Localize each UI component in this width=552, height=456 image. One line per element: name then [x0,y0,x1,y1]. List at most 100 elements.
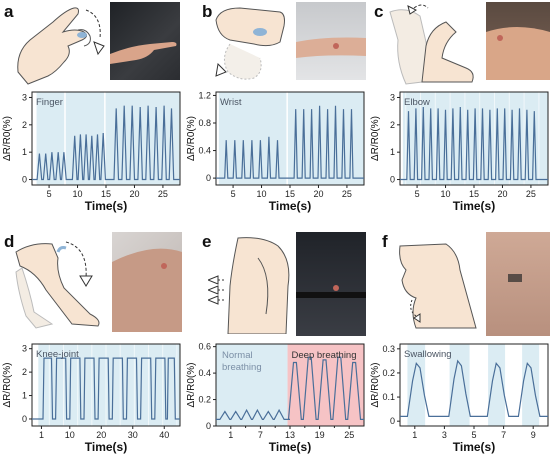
x-tick-label: 5 [231,189,236,199]
shade-band [407,344,426,426]
x-tick-label: 5 [47,189,52,199]
chart-a: 0 1 2 3 5 10 15 20 25 Time(s) ΔR/R0(%) Finger [2,91,181,213]
y-axis-label: ΔR/R0(%) [186,362,197,407]
y-axis-label: ΔR/R0(%) [2,116,13,161]
x-tick-label: 1 [228,430,233,440]
y-tick-label: 0 [22,175,27,185]
chest-photo [296,232,366,336]
x-tick-label: 20 [96,430,106,440]
y-tick-label: 0.1 [382,392,395,402]
knee-photo [112,232,182,332]
x-tick-label: 25 [158,189,168,199]
y-tick-label: 0 [390,175,395,185]
series-tag: Wrist [220,97,242,108]
x-tick-label: 25 [526,189,536,199]
y-axis-label: ΔR/R0(%) [2,362,13,407]
y-tick-label: 1 [22,391,27,401]
x-tick-label: 15 [101,189,111,199]
knee-photo-content [112,248,182,332]
series-tag: Finger [36,97,63,108]
throat-photo-content [508,274,522,282]
y-tick-label: 0 [390,416,395,426]
wrist-bending-illustration [215,7,285,80]
y-tick-label: 0.4 [198,146,211,156]
x-tick-label: 20 [497,189,507,199]
series-tag: Elbow [404,97,430,108]
plot-frame [31,343,181,427]
panel-letter: a [4,2,14,21]
series-tag: Swallowing [404,349,452,360]
y-tick-label: 1 [390,147,395,157]
shade-band [448,344,470,426]
wrist-photo [296,2,366,80]
x-tick-label: 13 [285,430,295,440]
elbow-photo [486,2,550,80]
panel-e: e 0 0.2 0.4 0.6 1 7 13 19 25 Time(s) ΔR/R0(%) Norma… [184,228,368,456]
x-tick-label: 7 [258,430,263,440]
x-axis-label: Time(s) [453,199,495,213]
x-tick-label: 15 [469,189,479,199]
x-tick-label: 10 [257,189,267,199]
panel-letter: e [202,232,212,251]
x-axis-label: Time(s) [85,199,127,213]
x-tick-label: 19 [315,430,325,440]
series-tag: Normal [222,350,253,361]
x-tick-label: 25 [342,189,352,199]
x-tick-label: 30 [128,430,138,440]
y-axis-label: ΔR/R0(%) [186,116,197,161]
finger-bending-illustration [17,7,105,85]
panel-letter: c [374,2,384,21]
data-series-line [400,359,548,417]
x-tick-label: 1 [39,430,44,440]
series-tag-2: Deep breathing [292,350,357,361]
y-tick-label: 0.6 [198,342,211,352]
panel-letter: f [382,232,388,251]
panel-letter: d [4,232,15,251]
panel-d: d 0 1 2 3 1 10 20 30 40 Time(s) ΔR/R0(%) Knee-joint [0,228,184,456]
x-tick-label: 5 [415,189,420,199]
panel-a: a 0 1 2 3 5 10 15 20 25 Time(s) ΔR/R0(%) Finger [0,0,184,215]
data-series-line [216,105,364,179]
y-tick-label: 0.4 [198,368,211,378]
chart-d: 0 1 2 3 1 10 20 30 40 Time(s) ΔR/R0(%) Knee-joint [2,343,181,454]
x-tick-label: 15 [285,189,295,199]
elbow-photo-content [486,27,550,80]
throat-photo [486,232,550,336]
y-tick-label: 0.8 [198,118,211,128]
x-tick-label: 5 [471,430,476,440]
y-tick-label: 2 [390,120,395,130]
x-axis-label: Time(s) [453,440,495,454]
y-tick-label: 0.2 [198,395,211,405]
chest-breathing-illustration [208,237,290,334]
knee-bending-illustration [15,241,100,329]
y-tick-label: 0 [206,173,211,183]
y-tick-label: 2 [22,120,27,130]
y-tick-label: 3 [22,344,27,354]
x-tick-label: 3 [442,430,447,440]
y-tick-label: 0.3 [382,344,395,354]
x-axis-label: Time(s) [269,199,311,213]
x-tick-label: 10 [73,189,83,199]
x-axis-label: Time(s) [85,440,127,454]
panel-letter: b [202,2,213,21]
x-axis-label: Time(s) [269,440,311,454]
data-series-line [216,356,364,420]
x-tick-label: 25 [344,430,354,440]
throat-swallowing-illustration [399,243,477,329]
panel-f: f 0 0.1 0.2 0.3 1 3 5 7 9 Time(s) ΔR/R0(%) Swallowi… [368,228,552,456]
series-tag: breathing [222,362,262,373]
x-tick-label: 10 [65,430,75,440]
panel-c: c 0 1 2 3 5 10 15 20 25 Time(s) ΔR/R0(%) Elbow [368,0,552,215]
y-tick-label: 3 [390,92,395,102]
y-tick-label: 0 [22,414,27,424]
shade-band [487,344,506,426]
x-tick-label: 1 [412,430,417,440]
y-tick-label: 0 [206,421,211,431]
y-axis-label: ΔR/R0(%) [370,116,381,161]
chart-c: 0 1 2 3 5 10 15 20 25 Time(s) ΔR/R0(%) Elbow [370,91,549,213]
data-series-line [32,105,180,181]
x-tick-label: 9 [531,430,536,440]
chest-photo-content [296,285,366,298]
finger-photo-content [110,42,177,64]
x-tick-label: 10 [441,189,451,199]
